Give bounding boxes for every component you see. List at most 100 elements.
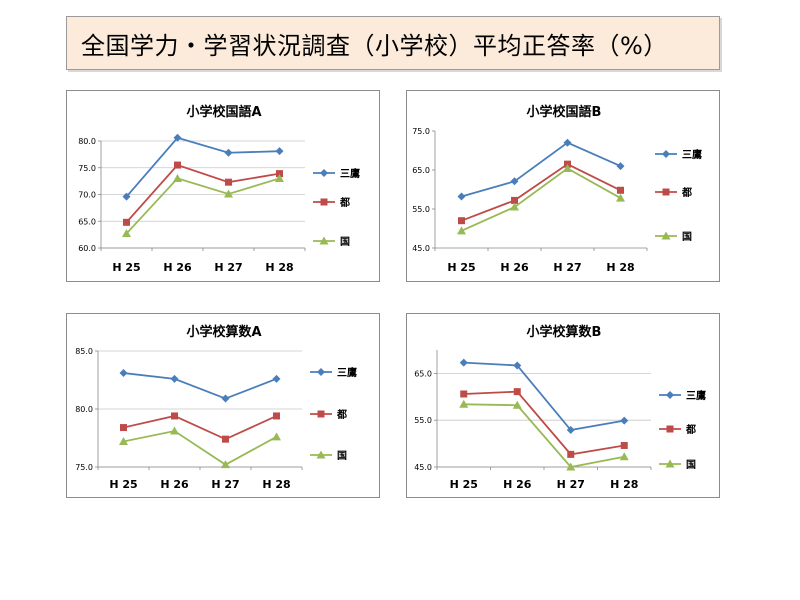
data-point [620,441,628,449]
series-line [461,141,621,198]
chart-panel-japanese-b: 小学校国語B 45.0 55.0 65.0 75.0 H 25 H 26 H 27 H 28 三鷹… [406,90,720,282]
series-line [461,163,621,222]
data-point [122,192,131,201]
data-point [616,162,625,171]
y-tick-label: 65.0 [78,217,96,226]
data-point [457,192,466,201]
data-point [566,426,575,435]
data-point [567,450,575,458]
x-tick-label: H 27 [211,478,239,491]
data-point [222,435,229,443]
data-point [459,358,468,367]
x-tick-label: H 26 [160,478,189,491]
data-point [122,229,131,238]
chart-title: 小学校算数B [527,324,602,340]
legend-marker [316,450,326,459]
legend-marker [661,231,671,240]
x-tick-label: H 25 [109,478,137,491]
y-tick-label: 70.0 [78,191,96,200]
legend-marker [320,198,328,206]
x-tick-label: H 28 [262,478,290,491]
line-chart: 小学校国語A 60.0 65.0 70.0 75.0 80.0 H 25 H 26 H 27 H … [78,104,360,274]
x-tick-label: H 26 [500,261,529,274]
x-tick-label: H 27 [553,261,581,274]
y-tick-label: 55.0 [414,416,432,425]
data-point [272,374,281,383]
legend-marker [665,459,675,468]
y-tick-label: 75.0 [75,463,93,472]
data-point [276,170,283,178]
series-line [463,390,625,456]
data-point [275,147,284,156]
data-point [273,412,280,420]
y-tick-label: 75.0 [412,127,430,136]
legend-marker [317,410,325,418]
data-point [170,374,179,383]
legend-marker [666,391,674,399]
y-tick-label: 45.0 [412,244,430,253]
x-tick-label: H 26 [163,261,192,274]
page-title: 全国学力・学習状況調査（小学校）平均正答率（%） [81,32,668,60]
data-point [119,369,128,378]
data-point [617,186,624,194]
chart-panel-math-a: 小学校算数A 75.0 80.0 85.0 H 25 H 26 H 27 H 28 三鷹都国 [66,313,380,498]
x-tick-label: H 28 [610,478,638,491]
chart-title: 小学校国語A [186,104,261,120]
series-line [123,415,277,441]
data-point [123,218,130,226]
data-point [170,426,179,435]
data-point [272,432,281,441]
data-point [616,193,625,202]
legend-marker [319,236,329,245]
data-point [563,163,572,172]
series-line [125,177,280,235]
x-tick-label: H 27 [214,261,242,274]
data-point [620,416,629,425]
data-point [224,148,233,157]
data-point [224,189,233,198]
series-line [461,167,621,232]
legend-label: 都 [339,196,350,209]
legend-marker [662,188,670,196]
legend-label: 三鷹 [337,366,357,379]
data-point [458,217,465,225]
x-tick-label: H 26 [503,478,532,491]
data-point [457,226,466,235]
legend-label: 都 [336,408,347,421]
legend-label: 三鷹 [686,389,706,402]
data-point [513,361,522,370]
data-point [510,202,519,211]
chart-title: 小学校算数A [186,324,261,340]
legend-marker [662,150,670,158]
data-point [512,400,522,409]
data-point [619,452,629,461]
legend-label: 三鷹 [340,167,360,180]
series-line [463,403,625,468]
y-tick-label: 45.0 [414,463,432,472]
x-tick-label: H 27 [557,478,585,491]
line-chart: 小学校国語B 45.0 55.0 65.0 75.0 H 25 H 26 H 27 H 28 三鷹… [412,104,702,274]
legend-label: 国 [682,231,692,243]
data-point [511,196,518,204]
data-point [171,412,178,420]
data-point [225,178,232,186]
data-point [174,161,181,169]
legend-label: 都 [681,186,692,199]
data-point [119,436,128,445]
legend-label: 都 [685,423,696,436]
series-line [463,361,625,432]
x-tick-label: H 28 [265,261,293,274]
series-line [123,430,277,466]
legend-marker [317,368,325,376]
data-point [460,390,468,398]
series-line [125,164,280,223]
chart-panel-math-b: 小学校算数B 45.0 55.0 65.0 H 25 H 26 H 27 H 28 三鷹都国 [406,313,720,498]
data-point [221,394,230,403]
x-tick-label: H 25 [112,261,140,274]
chart-panel-japanese-a: 小学校国語A 60.0 65.0 70.0 75.0 80.0 H 25 H 26 H 27 H … [66,90,380,282]
data-point [513,388,521,396]
x-tick-label: H 28 [606,261,634,274]
y-tick-label: 85.0 [75,347,93,356]
